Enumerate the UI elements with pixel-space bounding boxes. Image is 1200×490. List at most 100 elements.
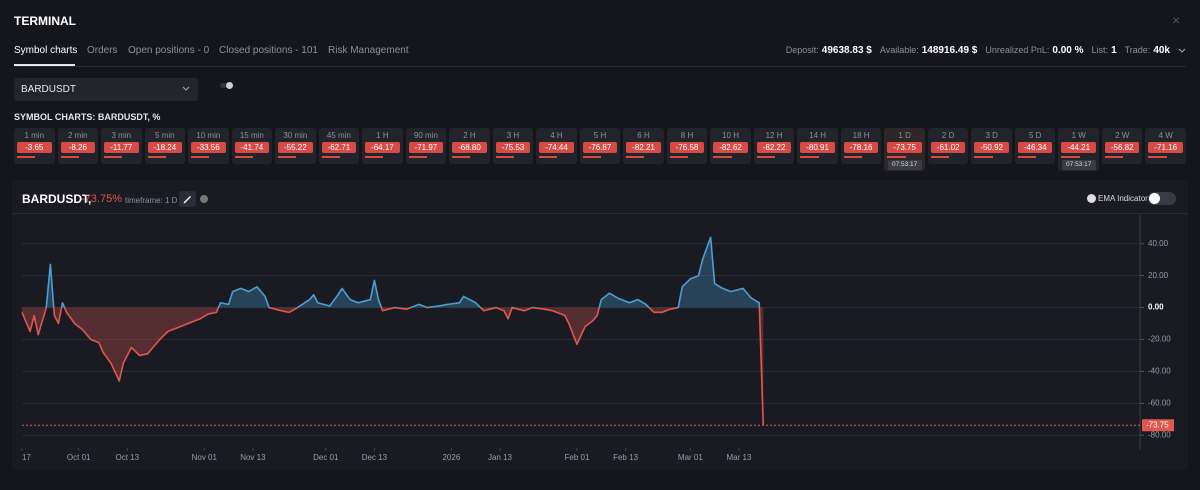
timeframe-value: -82.22 xyxy=(756,142,792,153)
timeframe-value: -64.17 xyxy=(365,142,400,153)
timeframe-value: -76.87 xyxy=(582,142,618,153)
timeframe-cell[interactable]: 8 H -76.58 xyxy=(666,128,708,164)
account-strip: Deposit: 49638.83 $ Available: 148916.49 $ U… xyxy=(786,45,1186,56)
timeframe-cell[interactable]: 5 D -46.34 xyxy=(1014,128,1056,164)
chart-panel xyxy=(12,180,1188,470)
timeframe-cell[interactable]: 18 H -78.16 xyxy=(840,128,882,164)
timeframe-value: -18.24 xyxy=(147,142,183,153)
timeframe-label: 2 W xyxy=(1115,131,1130,140)
timeframe-cell[interactable]: 1 D -73.75 07:53:17 xyxy=(884,128,925,171)
chart-timeframe: timeframe: 1 D xyxy=(125,196,178,205)
timeframe-bar xyxy=(930,156,950,158)
tab[interactable]: Risk Management xyxy=(328,45,409,56)
timeframe-bar xyxy=(17,156,36,158)
timeframe-cell[interactable]: 6 H -82.21 xyxy=(623,128,664,164)
timeframe-cell[interactable]: 5 min -18.24 xyxy=(144,128,186,164)
timeframe-bar xyxy=(452,156,471,158)
timeframe-cell[interactable]: 2 min -8.26 xyxy=(57,128,99,164)
timeframe-bar xyxy=(713,156,732,158)
close-button[interactable]: × xyxy=(1172,12,1181,28)
timeframe-value: -55.22 xyxy=(278,142,313,153)
timeframe-value: -33.56 xyxy=(191,142,226,153)
account-item: Available: 148916.49 $ xyxy=(880,45,978,56)
timeframe-cell[interactable]: 90 min -71.97 xyxy=(405,128,447,164)
timeframe-value: -82.62 xyxy=(713,142,748,153)
timeframe-cell[interactable]: 45 min -62.71 xyxy=(318,128,360,164)
timeframe-value: -61.02 xyxy=(930,142,966,153)
timeframe-cell[interactable]: 1 W -44.21 07:53:17 xyxy=(1058,128,1099,171)
timeframe-cell[interactable]: 14 H -80.91 xyxy=(797,128,838,164)
timeframe-cell[interactable]: 5 H -76.87 xyxy=(579,128,621,164)
x-tick-label: Feb 13 xyxy=(613,453,638,462)
timeframe-value: -82.21 xyxy=(626,142,661,153)
x-tick-label: Mar 01 xyxy=(678,453,703,462)
timeframe-cell[interactable]: 3 min -11.77 xyxy=(101,128,142,164)
ema-label: EMA Indicator xyxy=(1098,194,1148,203)
timeframe-value: -71.16 xyxy=(1148,142,1183,153)
account-value: 49638.83 $ xyxy=(821,45,872,56)
timeframe-value: -73.75 xyxy=(887,142,922,153)
tab[interactable]: Orders xyxy=(87,45,118,56)
tab-underline xyxy=(14,64,75,66)
timeframe-cell[interactable]: 1 H -64.17 xyxy=(362,128,403,164)
toggle[interactable] xyxy=(220,82,233,89)
timeframe-value: -56.82 xyxy=(1104,142,1140,153)
timeframe-value: -78.16 xyxy=(843,142,879,153)
window-title: TERMINAL xyxy=(14,14,76,28)
timeframe-label: 2 min xyxy=(67,131,88,140)
line xyxy=(21,236,765,426)
timeframe-cell[interactable]: 4 W -71.16 xyxy=(1145,128,1186,164)
edit-button[interactable] xyxy=(179,191,196,207)
timeframe-value: -75.53 xyxy=(495,142,531,153)
chart-header-divider xyxy=(12,213,1188,214)
timeframe-cell[interactable]: 4 H -74.44 xyxy=(536,128,577,164)
x-tick-label: Mar 13 xyxy=(727,453,752,462)
timeframe-cell[interactable]: 2 W -56.82 xyxy=(1101,128,1143,164)
timeframe-cell[interactable]: 1 min -3.65 xyxy=(14,128,55,164)
help-icon[interactable] xyxy=(200,195,208,203)
section-title: SYMBOL CHARTS: BARDUSDT, % xyxy=(14,112,161,122)
tab[interactable]: Open positions - 0 xyxy=(128,45,210,56)
timeframe-value: -80.91 xyxy=(800,142,835,153)
ema-help-icon[interactable] xyxy=(1087,194,1096,203)
account-label: List: xyxy=(1091,45,1109,55)
timeframe-value: -76.58 xyxy=(669,142,705,153)
timeframe-cell[interactable]: 2 H -68.80 xyxy=(449,128,490,164)
timeframe-value: -11.77 xyxy=(104,142,139,153)
symbol-select[interactable]: BARDUSDT xyxy=(14,78,198,101)
account-item: Trade: 40k xyxy=(1125,45,1170,56)
timeframe-cell[interactable]: 10 min -33.56 xyxy=(188,128,229,164)
timeframe-value: -50.92 xyxy=(974,142,1009,153)
timeframe-label: 8 H xyxy=(680,131,694,140)
x-tick-label: Jan 13 xyxy=(488,453,513,462)
timeframe-cell[interactable]: 15 min -41.74 xyxy=(231,128,273,164)
timeframe-label: 10 H xyxy=(722,131,739,140)
timeframe-label: 2 D xyxy=(941,131,955,140)
tab[interactable]: Symbol charts xyxy=(14,45,78,56)
ema-toggle[interactable] xyxy=(1148,192,1176,205)
account-value: 1 xyxy=(1111,45,1117,56)
timeframe-timer: 07:53:17 xyxy=(887,160,922,170)
chevron[interactable] xyxy=(1178,48,1186,54)
timeframe-label: 15 min xyxy=(239,131,264,140)
timeframe-cell[interactable]: 10 H -82.62 xyxy=(710,128,751,164)
x-tick-label: Oct 13 xyxy=(116,453,140,462)
account-label: Trade: xyxy=(1124,45,1151,55)
timeframe-value: -62.71 xyxy=(321,142,357,153)
timeframe-cell[interactable]: 30 min -55.22 xyxy=(275,128,316,164)
y-tick-label: 0.00 xyxy=(1148,303,1164,312)
timeframe-bar xyxy=(756,156,776,158)
timeframe-label: 6 H xyxy=(637,131,650,140)
timeframe-bar xyxy=(408,156,427,158)
timeframe-cell[interactable]: 3 H -75.53 xyxy=(492,128,534,164)
x-tick-label: Feb 01 xyxy=(564,453,589,462)
timeframe-value: -74.44 xyxy=(539,142,574,153)
timeframe-cell[interactable]: 12 H -82.22 xyxy=(753,128,795,164)
timeframe-label: 5 D xyxy=(1028,131,1042,140)
timeframe-cell[interactable]: 2 D -61.02 xyxy=(927,128,969,164)
account-value: 0.00 % xyxy=(1052,45,1084,56)
timeframe-cell[interactable]: 3 D -50.92 xyxy=(971,128,1012,164)
timeframe-value: -8.26 xyxy=(60,142,96,153)
tab[interactable]: Closed positions - 101 xyxy=(219,45,318,56)
